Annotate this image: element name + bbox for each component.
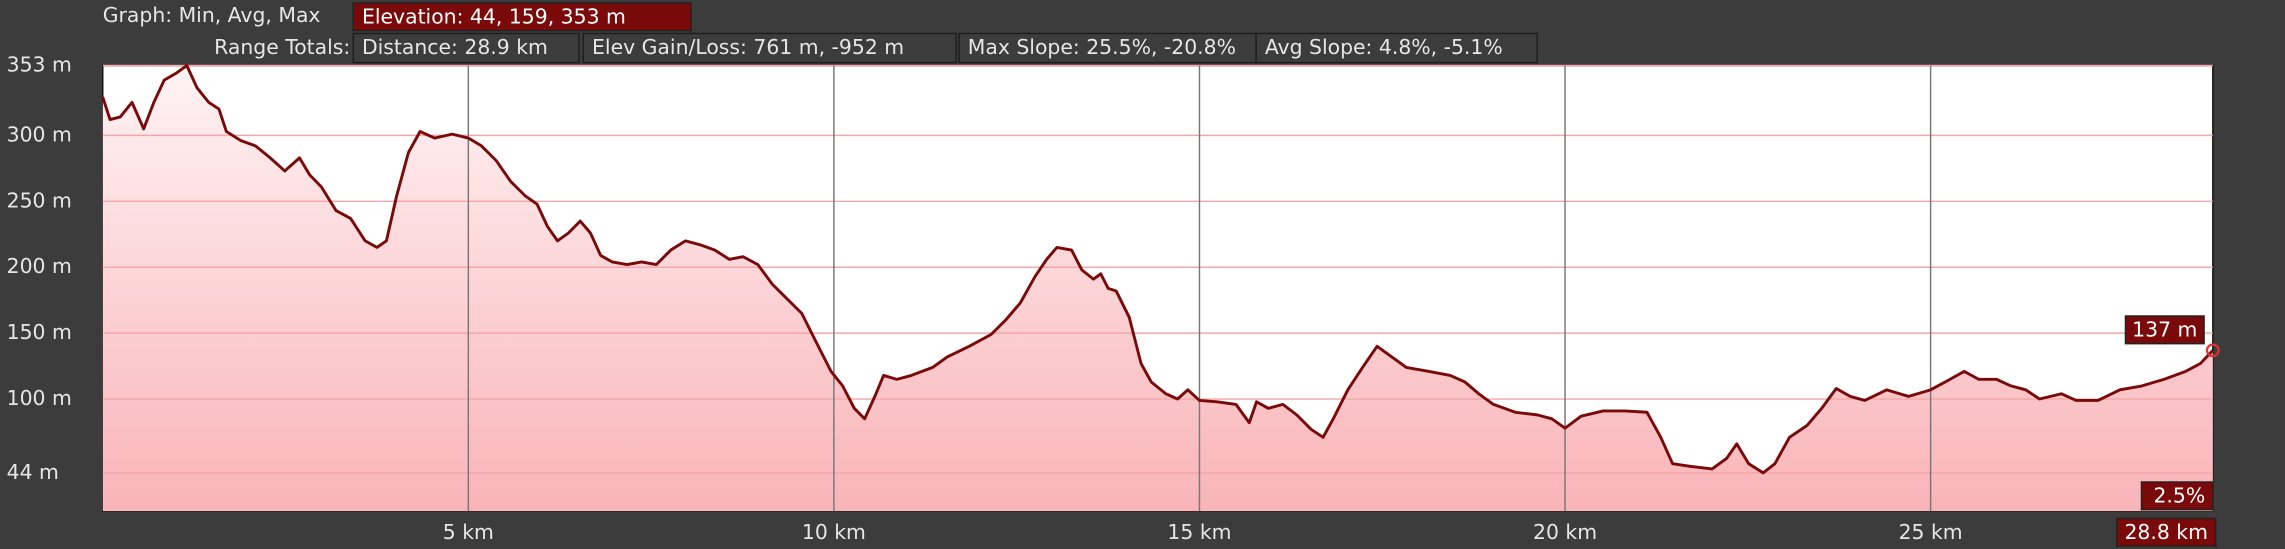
x-tick-label: 20 km	[1533, 520, 1597, 544]
graph-label: Graph: Min, Avg, Max	[103, 3, 321, 27]
cursor-elevation-box	[2124, 315, 2205, 345]
elevation-line	[101, 64, 2214, 475]
max-slope-box	[958, 32, 1257, 64]
avg-slope: Avg Slope: 4.8%, -5.1%	[1265, 35, 1503, 59]
x-tick-label: 15 km	[1167, 520, 1231, 544]
cursor-marker	[2205, 343, 2220, 358]
y-tick-label: 150 m	[7, 320, 72, 344]
y-tick-label: 100 m	[7, 386, 72, 410]
distance: Distance: 28.9 km	[362, 35, 548, 59]
elevation-box	[352, 2, 692, 32]
x-tick-label: 10 km	[802, 520, 866, 544]
y-tick-label: 200 m	[7, 254, 72, 278]
cursor-slope: 2.5%	[2153, 484, 2205, 508]
cursor-slope-box	[2140, 481, 2214, 511]
gain-loss: Elev Gain/Loss: 761 m, -952 m	[592, 35, 904, 59]
range-label: Range Totals:	[214, 35, 350, 59]
distance-box	[352, 32, 580, 64]
cursor-distance-box	[2115, 517, 2217, 547]
gain-loss-box	[582, 32, 957, 64]
x-tick-label: 5 km	[443, 520, 494, 544]
y-tick-label: 353 m	[7, 53, 72, 77]
y-tick-label: 44 m	[7, 460, 59, 484]
y-tick-label: 300 m	[7, 122, 72, 146]
elevation-stats: Elevation: 44, 159, 353 m	[362, 4, 626, 28]
avg-slope-box	[1255, 32, 1538, 64]
y-tick-label: 250 m	[7, 188, 72, 212]
max-slope: Max Slope: 25.5%, -20.8%	[968, 35, 1236, 59]
cursor-distance: 28.8 km	[2124, 520, 2208, 544]
cursor-elevation: 137 m	[2132, 318, 2197, 342]
x-tick-label: 25 km	[1899, 520, 1963, 544]
